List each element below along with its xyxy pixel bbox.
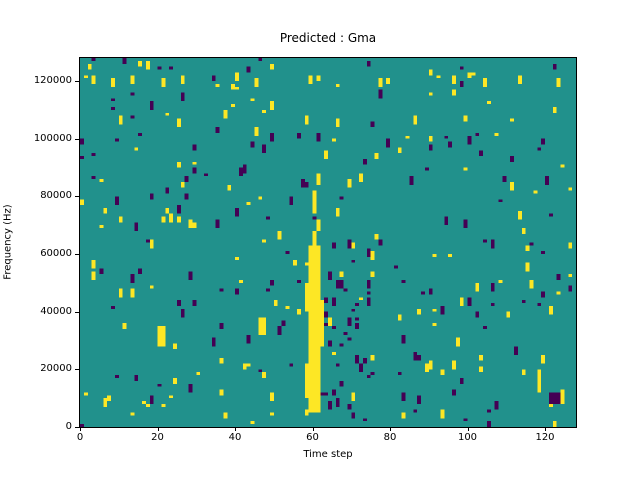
x-tick-label: 100 <box>457 432 478 443</box>
y-axis-label: Frequency (Hz) <box>2 204 14 280</box>
heatmap-canvas <box>80 58 576 427</box>
chart-title: Predicted : Gma <box>279 31 377 45</box>
y-tick-label: 40000 <box>40 305 72 317</box>
x-tick-mark <box>312 427 314 431</box>
y-tick-label: 100000 <box>33 132 72 144</box>
y-tick-mark <box>75 138 79 140</box>
x-tick-label: 40 <box>228 432 242 443</box>
x-tick-mark <box>545 427 546 431</box>
y-tick-label: 80000 <box>40 190 72 202</box>
y-tick-label: 0 <box>65 421 72 432</box>
y-tick-label: 20000 <box>40 363 72 375</box>
y-tick-mark <box>75 196 79 198</box>
x-tick-mark <box>467 427 469 431</box>
y-tick-mark <box>75 369 79 371</box>
y-tick-label: 60000 <box>40 248 72 260</box>
y-tick-mark <box>75 81 79 83</box>
x-tick-mark <box>390 427 391 431</box>
y-tick-label: 120000 <box>33 75 72 87</box>
x-tick-mark <box>80 427 81 431</box>
y-tick-mark <box>75 311 79 313</box>
x-tick-label: 80 <box>383 432 397 443</box>
x-tick-label: 60 <box>306 432 319 443</box>
x-tick-label: 120 <box>535 432 555 443</box>
x-tick-mark <box>157 427 159 431</box>
x-tick-mark <box>235 427 236 431</box>
y-tick-mark <box>75 427 79 428</box>
y-tick-mark <box>75 254 79 256</box>
plot-area <box>79 57 577 428</box>
x-tick-label: 0 <box>76 432 84 443</box>
x-tick-label: 20 <box>151 432 164 443</box>
x-axis-label: Time step <box>303 449 353 460</box>
